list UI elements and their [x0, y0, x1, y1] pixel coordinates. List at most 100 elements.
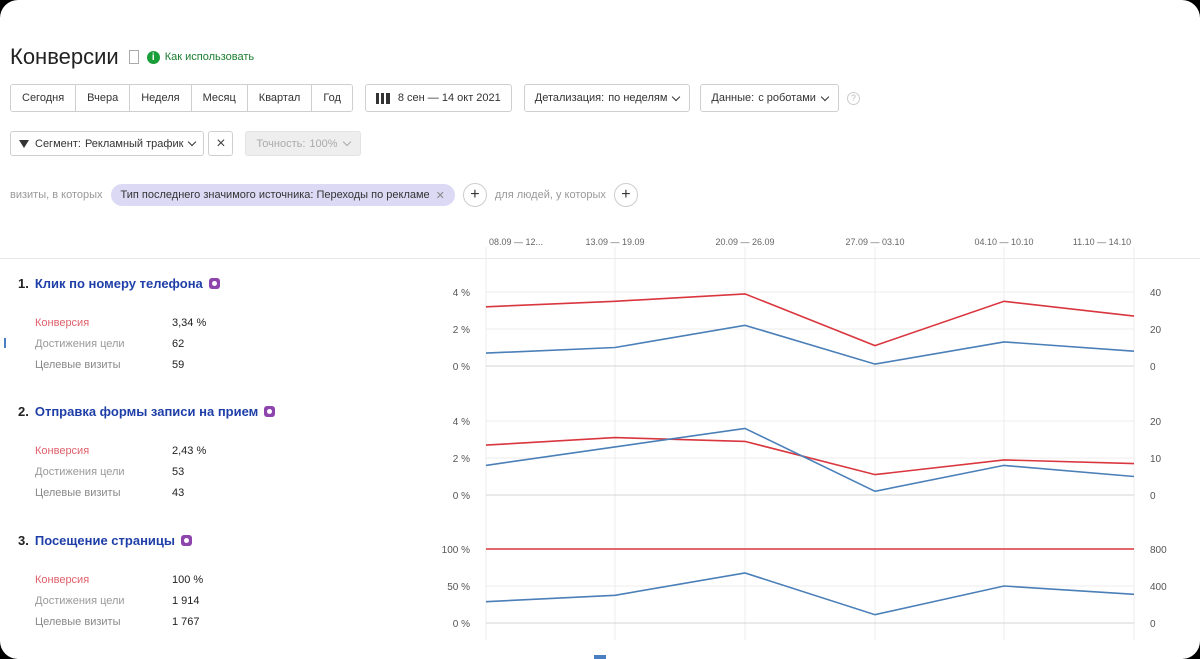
left-tick-label: 0 % — [453, 362, 470, 373]
goal-title[interactable]: 1. Клик по номеру телефона — [18, 276, 220, 291]
left-tick-label: 4 % — [453, 417, 470, 428]
info-icon: i — [146, 50, 160, 64]
detail-dropdown[interactable]: Детализация: по неделям — [523, 84, 691, 112]
right-tick-label: 20 — [1150, 417, 1162, 428]
visits-series-line — [485, 427, 1135, 493]
conversion-series-line — [485, 293, 1135, 347]
date-range-label: 8 сен — 14 окт 2021 — [397, 92, 501, 104]
reaches-label: Достижения цели — [35, 338, 125, 350]
page-title: Конверсии — [10, 44, 119, 69]
visits-series-line — [485, 572, 1135, 616]
bookmark-icon[interactable] — [128, 50, 139, 64]
visits-series-line — [485, 324, 1135, 365]
period-month-button[interactable]: Месяц — [191, 85, 248, 111]
left-tick-label: 100 % — [442, 545, 470, 556]
segment-row: Сегмент: Рекламный трафик × Точность: 10… — [10, 131, 361, 156]
right-tick-label: 800 — [1150, 545, 1167, 556]
reaches-label: Достижения цели — [35, 595, 125, 607]
goal-name: Клик по номеру телефона — [34, 276, 203, 291]
add-people-condition-button[interactable]: + — [613, 183, 638, 207]
right-tick-label: 0 — [1150, 619, 1156, 630]
toolbar: Сегодня Вчера Неделя Месяц Квартал Год 8… — [10, 84, 860, 112]
goal-type-icon — [208, 278, 220, 289]
goal-name: Посещение страницы — [34, 533, 176, 548]
left-tick-label: 50 % — [447, 582, 470, 593]
people-filter-label: для людей, у которых — [494, 189, 606, 201]
conversion-label: Конверсия — [35, 317, 90, 329]
funnel-icon — [19, 139, 29, 148]
right-tick-label: 40 — [1150, 288, 1162, 299]
data-dropdown[interactable]: Данные: с роботами — [700, 84, 839, 112]
visits-label: Целевые визиты — [35, 359, 121, 371]
right-tick-label: 0 — [1150, 491, 1156, 502]
date-range-button[interactable]: 8 сен — 14 окт 2021 — [364, 84, 512, 112]
right-tick-label: 10 — [1150, 454, 1162, 465]
detail-label: Детализация: — [534, 92, 605, 104]
visits-label: Целевые визиты — [35, 487, 121, 499]
conversion-series-line — [485, 436, 1135, 476]
visits-value: 43 — [172, 487, 185, 499]
add-visit-condition-button[interactable]: + — [462, 183, 487, 207]
left-tick-label: 2 % — [453, 454, 470, 465]
goal-name: Отправка формы записи на прием — [34, 404, 259, 419]
segment-dropdown[interactable]: Сегмент: Рекламный трафик — [10, 131, 205, 156]
conversion-label: Конверсия — [35, 574, 90, 586]
period-label: 20.09 — 26.09 — [715, 237, 775, 247]
period-yesterday-button[interactable]: Вчера — [76, 85, 131, 111]
goal-type-icon — [181, 535, 193, 546]
period-quarter-button[interactable]: Квартал — [247, 85, 313, 111]
period-label: 13.09 — 19.09 — [585, 237, 645, 247]
filter-chip-label: Тип последнего значимого источника: Пере… — [120, 189, 430, 201]
period-label: 08.09 — 12... — [488, 237, 544, 247]
conversion-value: 100 % — [172, 574, 204, 586]
scroll-marker — [594, 655, 606, 659]
goal-title[interactable]: 3. Посещение страницы — [18, 533, 193, 548]
cursor-marker — [4, 338, 6, 348]
accuracy-value: 100% — [309, 137, 338, 150]
filter-row: визиты, в которых Тип последнего значимо… — [10, 183, 638, 207]
goal-number: 1. — [18, 276, 29, 291]
left-tick-label: 0 % — [453, 491, 470, 502]
conversion-label: Конверсия — [35, 445, 90, 457]
accuracy-dropdown: Точность: 100% — [245, 131, 361, 156]
accuracy-label: Точность: — [256, 137, 306, 150]
visits-filter-label: визиты, в которых — [10, 189, 103, 201]
period-label: 11.10 — 14.10 — [1072, 237, 1132, 247]
calendar-icon — [375, 92, 390, 104]
reaches-label: Достижения цели — [35, 466, 125, 478]
help-icon[interactable]: ? — [846, 91, 860, 105]
period-week-button[interactable]: Неделя — [130, 85, 192, 111]
period-year-button[interactable]: Год — [312, 85, 352, 111]
data-label: Данные: — [711, 92, 755, 104]
period-label: 27.09 — 03.10 — [845, 237, 905, 247]
left-tick-label: 2 % — [453, 325, 470, 336]
conversion-value: 3,34 % — [172, 317, 207, 329]
left-tick-label: 0 % — [453, 619, 470, 630]
period-today-button[interactable]: Сегодня — [11, 85, 77, 111]
goal-type-icon — [264, 406, 276, 417]
detail-value: по неделям — [608, 92, 668, 104]
segment-label: Сегмент: — [35, 137, 81, 150]
period-selector: Сегодня Вчера Неделя Месяц Квартал Год — [10, 84, 353, 112]
goal-number: 3. — [18, 533, 29, 548]
left-tick-label: 4 % — [453, 288, 470, 299]
right-tick-label: 400 — [1150, 582, 1167, 593]
header-divider — [0, 258, 1200, 259]
how-to-use-link[interactable]: Как использовать — [164, 51, 255, 63]
filter-chip[interactable]: Тип последнего значимого источника: Пере… — [110, 184, 455, 206]
segment-value: Рекламный трафик — [84, 137, 184, 150]
visits-value: 1 767 — [172, 616, 200, 628]
right-tick-label: 0 — [1150, 362, 1156, 373]
visits-label: Целевые визиты — [35, 616, 121, 628]
segment-clear-button[interactable]: × — [208, 131, 234, 156]
close-icon[interactable]: ✕ — [435, 189, 445, 202]
conversion-value: 2,43 % — [172, 445, 207, 457]
visits-value: 59 — [172, 359, 185, 371]
goal-title[interactable]: 2. Отправка формы записи на прием — [18, 404, 276, 419]
reaches-value: 53 — [172, 466, 185, 478]
reaches-value: 62 — [172, 338, 185, 350]
data-value: с роботами — [758, 92, 816, 104]
goal-number: 2. — [18, 404, 29, 419]
